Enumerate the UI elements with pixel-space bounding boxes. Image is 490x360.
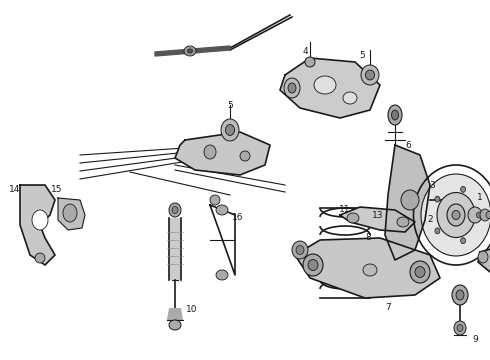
Ellipse shape [240,151,250,161]
Ellipse shape [210,195,220,205]
Ellipse shape [216,205,228,215]
Ellipse shape [401,190,419,210]
Text: 10: 10 [186,306,198,315]
Ellipse shape [347,213,359,223]
Polygon shape [167,308,183,320]
Ellipse shape [184,46,196,56]
Text: 1: 1 [477,194,483,202]
Polygon shape [20,185,55,265]
Text: 8: 8 [365,233,371,242]
Polygon shape [155,46,230,56]
Polygon shape [478,245,490,272]
Ellipse shape [188,49,193,53]
Ellipse shape [480,209,490,221]
Polygon shape [175,132,270,175]
Ellipse shape [361,65,379,85]
Ellipse shape [410,261,430,283]
Text: 5: 5 [359,50,365,59]
Text: 6: 6 [405,140,411,149]
Ellipse shape [461,186,465,192]
Text: 11: 11 [339,206,351,215]
Ellipse shape [392,110,398,120]
Ellipse shape [172,207,178,213]
Ellipse shape [343,92,357,104]
Text: 15: 15 [51,185,63,194]
Polygon shape [295,238,440,298]
Text: 7: 7 [385,303,391,312]
Polygon shape [58,198,85,230]
Text: 9: 9 [472,336,478,345]
Ellipse shape [308,260,318,270]
Ellipse shape [452,211,460,220]
Ellipse shape [456,290,464,300]
Ellipse shape [32,210,48,230]
Ellipse shape [204,145,216,159]
Ellipse shape [63,204,77,222]
Ellipse shape [314,76,336,94]
Ellipse shape [225,125,235,135]
Ellipse shape [216,270,228,280]
Ellipse shape [388,105,402,125]
Ellipse shape [435,228,440,234]
Ellipse shape [454,321,466,335]
Ellipse shape [447,204,465,226]
Ellipse shape [468,207,482,223]
Polygon shape [340,207,415,232]
Ellipse shape [169,203,181,217]
Text: 3: 3 [429,180,435,189]
Ellipse shape [476,212,482,218]
Ellipse shape [437,193,475,238]
Ellipse shape [461,238,465,244]
Ellipse shape [478,251,488,263]
Polygon shape [169,218,181,280]
Ellipse shape [457,324,463,332]
Ellipse shape [435,196,440,202]
Text: 16: 16 [232,213,244,222]
Ellipse shape [221,119,239,141]
Ellipse shape [397,217,409,227]
Ellipse shape [35,253,45,263]
Polygon shape [385,145,430,260]
Ellipse shape [415,266,425,278]
Ellipse shape [288,83,296,93]
Ellipse shape [296,246,304,255]
Ellipse shape [366,70,374,80]
Ellipse shape [303,254,323,276]
Ellipse shape [292,241,308,259]
Ellipse shape [284,78,300,98]
Text: 13: 13 [372,211,384,220]
Ellipse shape [421,174,490,256]
Ellipse shape [452,285,468,305]
Ellipse shape [305,57,315,67]
Ellipse shape [169,320,181,330]
Ellipse shape [363,264,377,276]
Text: 4: 4 [302,48,308,57]
Polygon shape [280,58,380,118]
Text: 14: 14 [9,185,21,194]
Text: 5: 5 [227,100,233,109]
Text: 2: 2 [427,216,433,225]
Ellipse shape [486,211,490,219]
